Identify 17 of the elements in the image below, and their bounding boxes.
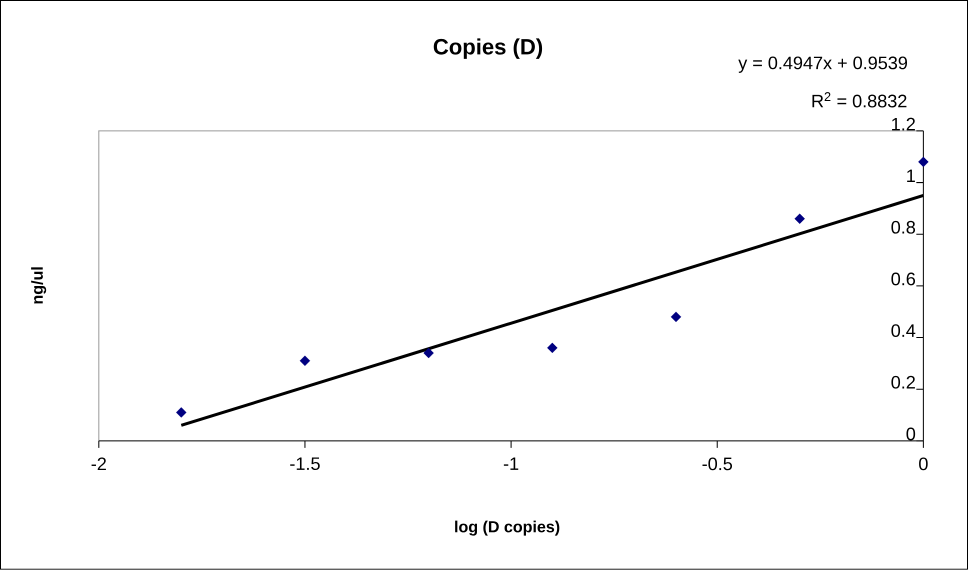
y-axis-title: ng/ul [31,267,46,304]
x-tick-label: -1.5 [290,458,320,470]
chart-title: Copies (D) [434,38,542,60]
text: R$^{2}$ = 0.8832 [812,92,906,108]
y-tick-label: 0.4 [891,324,916,338]
x-tick-label: -0.5 [702,458,732,470]
y-tick-label: 0.2 [891,376,915,389]
x-tick-label: -2 [92,458,106,470]
y-tick-label: 0.6 [891,272,916,286]
x-tick-label: -1 [504,458,518,470]
x-axis-title: log (D copies) [455,520,560,536]
y-tick-label: 1 [907,170,915,182]
y-tick-label: 0.8 [891,221,916,234]
x-tick-label: 0 [919,458,928,470]
y-tick-label: 1.2 [892,118,915,130]
y-tick-label: 0 [906,428,916,440]
text: y = 0.4947x + 0.9539 [738,56,908,73]
